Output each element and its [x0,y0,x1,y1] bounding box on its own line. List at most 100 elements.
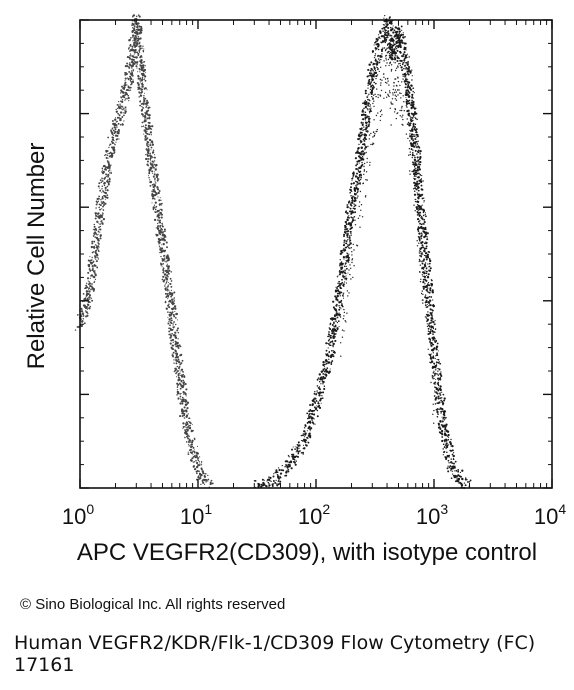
histogram-dot [187,453,190,456]
histogram-dot [434,397,437,400]
histogram-dot [138,25,141,28]
histogram-dot [395,37,397,39]
histogram-dot [416,214,419,216]
histogram-dot [160,262,162,264]
histogram-dot [113,124,116,127]
histogram-dot [447,459,450,462]
histogram-dot [144,136,147,139]
histogram-dot [139,94,142,96]
histogram-dot [316,415,319,418]
histogram-dot [422,211,425,214]
histogram-dot [180,408,184,411]
histogram-dot [111,146,114,149]
histogram-dot [360,146,363,149]
histogram-dot [417,230,420,233]
histogram-dot [304,444,307,446]
histogram-dot [325,362,328,365]
flow-cytometry-histogram: 100 101 102 103 104 Relative Cell Number APC… [23,14,566,566]
histogram-dot [333,321,335,323]
histogram-dot [362,113,365,116]
histogram-dot [331,328,334,331]
histogram-dot [348,214,350,217]
histogram-dot [184,436,186,439]
histogram-dot [324,367,326,370]
histogram-dot [316,385,319,387]
histogram-dot [130,73,134,76]
histogram-dot [176,385,179,387]
histogram-dot [407,93,410,96]
histogram-dot [97,215,100,218]
histogram-dot [98,206,100,209]
histogram-dot [145,157,148,161]
histogram-dot [140,31,143,34]
histogram-dot [123,114,125,117]
histogram-dot [334,317,337,320]
histogram-dot [137,52,140,56]
histogram-dot [321,377,324,380]
histogram-dot [418,215,421,218]
histogram-dot [407,78,409,80]
histogram-dot [152,208,155,211]
histogram-dot [88,296,91,299]
histogram-dot [146,117,149,120]
histogram-dot [344,263,347,265]
histogram-dot [119,123,122,126]
histogram-dot [440,397,443,399]
histogram-dot [159,233,162,236]
histogram-dot [346,234,349,237]
histogram-dot [154,184,157,187]
histogram-dot [405,98,408,101]
histogram-dot [124,110,127,113]
histogram-dot [352,218,354,220]
histogram-dot [81,309,83,311]
histogram-dot [399,46,402,49]
histogram-dot [425,254,427,257]
histogram-dot [353,207,356,210]
histogram-dot [448,443,450,445]
histogram-dot [284,465,286,468]
histogram-dot [313,409,316,412]
histogram-dot [195,459,197,462]
histogram-dot [266,480,268,482]
histogram-dot [194,455,196,457]
histogram-dot [389,55,392,57]
histogram-dot [314,423,316,425]
histogram-dot [397,25,400,27]
histogram-dot [374,54,376,57]
histogram-dot [99,204,102,207]
histogram-dot [88,268,91,271]
histogram-dot [430,314,433,316]
histogram-dot [428,353,430,356]
histogram-dot [362,182,365,184]
histogram-dot [142,97,145,99]
histogram-dot [367,95,369,97]
histogram-dot [416,118,418,121]
histogram-dot [428,295,431,298]
histogram-dot [385,34,387,36]
histogram-dot [437,350,439,352]
histogram-dot [154,177,156,180]
histogram-dot [130,80,133,83]
histogram-dot [396,41,400,44]
histogram-dot [161,222,163,225]
histogram-dot [99,231,101,233]
histogram-dot [369,164,371,166]
histogram-dot [306,412,309,415]
histogram-dot [150,149,152,151]
histogram-dot [176,327,180,330]
histogram-dot [440,421,442,423]
histogram-dot [407,83,409,86]
histogram-dot [362,152,364,155]
histogram-dot [90,288,92,291]
histogram-dot [313,392,316,395]
histogram-dot [426,236,428,238]
histogram-dot [93,263,95,266]
histogram-dot [172,322,175,324]
histogram-dot [131,48,133,50]
histogram-dot [119,106,122,110]
histogram-dot [423,264,426,266]
histogram-dot [185,426,187,429]
histogram-dot [364,146,368,149]
histogram-dot [357,151,360,154]
histogram-dot [356,160,359,163]
